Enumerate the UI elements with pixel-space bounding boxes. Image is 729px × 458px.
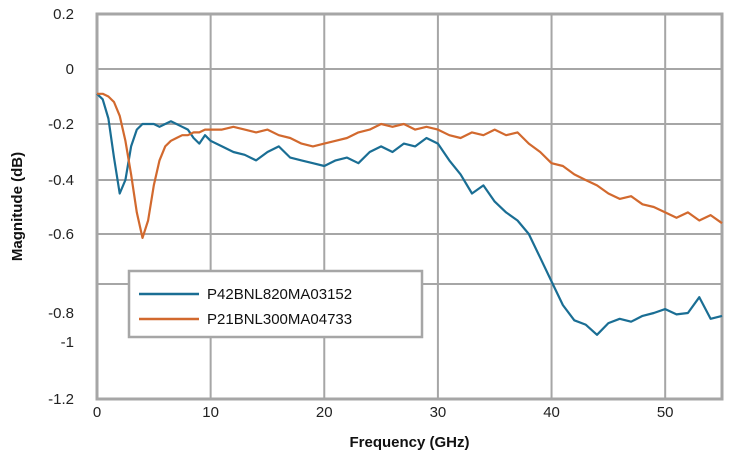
legend-label-1: P42BNL820MA03152: [207, 286, 352, 303]
y-tick-label: -0.8: [48, 305, 74, 322]
y-tick-label: -1: [61, 334, 74, 351]
y-tick-label: -0.6: [48, 226, 74, 243]
y-tick-label: 0: [66, 61, 74, 78]
y-tick-label: -0.4: [48, 172, 74, 189]
y-tick-label: 0.2: [53, 6, 74, 23]
plot-frame: [95, 12, 724, 401]
x-tick-label: 30: [430, 404, 447, 421]
plot-area: [97, 14, 722, 399]
x-tick-label: 50: [657, 404, 674, 421]
x-tick-label: 10: [202, 404, 219, 421]
series-line-2: [97, 92, 723, 239]
series-line-1: [96, 93, 723, 336]
y-tick-label: -0.2: [48, 116, 74, 133]
legend-box: [127, 269, 424, 339]
x-tick-label: 40: [543, 404, 560, 421]
x-tick-label: 0: [93, 404, 101, 421]
x-axis-title: Frequency (GHz): [349, 434, 469, 451]
legend-label-2: P21BNL300MA04733: [207, 311, 352, 328]
y-axis-title: Magnitude (dB): [9, 152, 26, 261]
x-tick-label: 20: [316, 404, 333, 421]
y-tick-label: -1.2: [48, 391, 74, 408]
